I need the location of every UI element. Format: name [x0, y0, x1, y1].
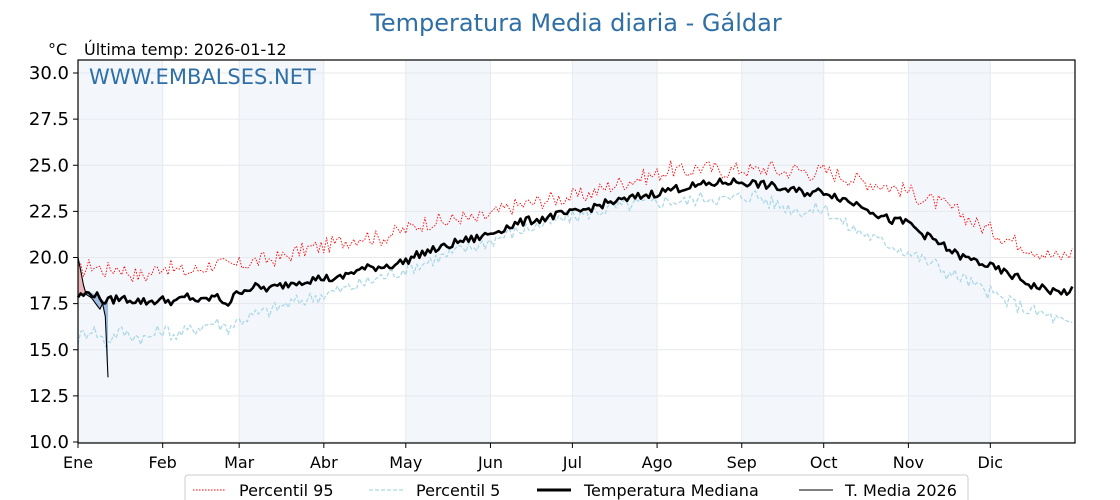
month-band-ene [78, 60, 163, 443]
y-tick-label: 27.5 [29, 109, 69, 130]
month-bands [78, 60, 991, 443]
x-tick-label-abr: Abr [310, 453, 338, 472]
month-band-jul [572, 60, 658, 443]
month-band-sep [741, 60, 824, 443]
x-tick-label-jun: Jun [477, 453, 503, 472]
y-tick-label: 17.5 [29, 294, 69, 315]
series-line-percentil-5 [77, 190, 1073, 348]
y-tick-label: 20.0 [29, 248, 69, 269]
series-line-percentil-95 [77, 160, 1073, 283]
x-tick-label-nov: Nov [893, 453, 924, 472]
series-line-temperatura-mediana [76, 177, 1074, 307]
series-line-t-media-2026 [77, 257, 109, 378]
x-tick-label-feb: Feb [149, 453, 177, 472]
legend-box [184, 474, 969, 500]
legend-label-p5: Percentil 5 [416, 481, 500, 500]
y-tick-label: 22.5 [29, 201, 69, 222]
y-axis: 10.0 12.5 15.0 17.5 20.0 22.5 25.0 27.5 30.0 [29, 63, 78, 453]
month-band-may [405, 60, 491, 443]
legend-label-p95: Percentil 95 [239, 481, 334, 500]
last-temp-label: Última temp: 2026-01-12 [84, 40, 287, 59]
anomaly-fill-warm [78, 257, 81, 297]
plot-frame [77, 59, 1076, 444]
x-tick-label-ago: Ago [642, 453, 673, 472]
y-tick-label: 15.0 [29, 340, 69, 361]
y-axis-unit: °C [48, 40, 67, 59]
y-tick-label: 30.0 [29, 63, 69, 84]
x-tick-label-ene: Ene [63, 453, 93, 472]
x-tick-label-dic: Dic [978, 453, 1004, 472]
chart-title: Temperatura Media diaria - Gáldar [369, 9, 782, 37]
x-tick-label-oct: Oct [810, 453, 838, 472]
x-tick-label-may: May [389, 453, 422, 472]
x-tick-label-jul: Jul [562, 453, 582, 472]
legend-label-2026: T. Media 2026 [844, 481, 957, 500]
x-tick-label-sep: Sep [727, 453, 757, 472]
x-axis: Ene Feb Mar Abr May Jun Jul Ago Sep Oct Nov Dic [63, 443, 1003, 472]
x-tick-label-mar: Mar [224, 453, 255, 472]
y-tick-label: 10.0 [29, 432, 69, 453]
month-band-mar [239, 60, 324, 443]
y-tick-label: 25.0 [29, 155, 69, 176]
watermark: WWW.EMBALSES.NET [89, 65, 316, 89]
legend-label-median: Temperatura Mediana [583, 481, 759, 500]
legend: Percentil 95 Percentil 5 Temperatura Med… [184, 474, 969, 500]
series-lines [76, 160, 1074, 378]
y-tick-label: 12.5 [29, 386, 69, 407]
